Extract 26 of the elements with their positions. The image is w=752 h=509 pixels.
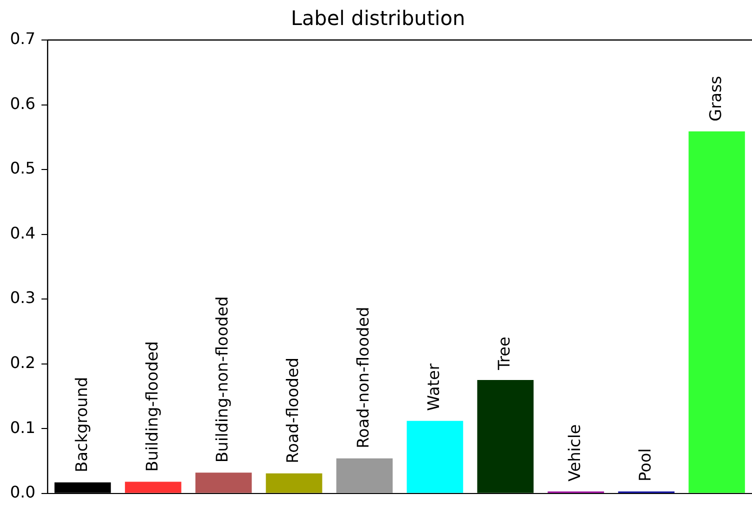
y-tick-label: 0.5	[10, 158, 36, 178]
y-tick-label: 0.3	[10, 288, 36, 308]
chart-title: Label distribution	[290, 6, 466, 30]
y-tick-label: 0.4	[10, 223, 36, 242]
x-tick-label: Road-flooded	[283, 358, 302, 464]
bar	[477, 380, 534, 493]
x-tick-label: Water	[424, 363, 444, 411]
x-tick-label: Background	[72, 376, 91, 472]
bar	[266, 473, 322, 493]
x-tick-label: Vehicle	[565, 424, 584, 482]
y-tick-label: 0.0	[10, 482, 36, 502]
y-tick-label: 0.6	[10, 94, 36, 113]
y-tick-label: 0.7	[10, 29, 36, 48]
x-tick-label: Pool	[635, 448, 654, 482]
x-tick-label: Building-flooded	[142, 341, 162, 472]
bar	[688, 131, 745, 493]
bar	[195, 472, 252, 493]
x-tick-label: Grass	[706, 76, 725, 122]
bar	[406, 420, 464, 493]
x-tick-label: Road-non-flooded	[354, 306, 373, 448]
x-tick-label: Building-non-flooded	[212, 296, 232, 463]
bar	[336, 458, 393, 493]
y-tick-label: 0.2	[10, 353, 36, 372]
x-tick-label: Tree	[494, 336, 514, 372]
bar	[124, 482, 182, 493]
y-tick-label: 0.1	[10, 418, 36, 437]
